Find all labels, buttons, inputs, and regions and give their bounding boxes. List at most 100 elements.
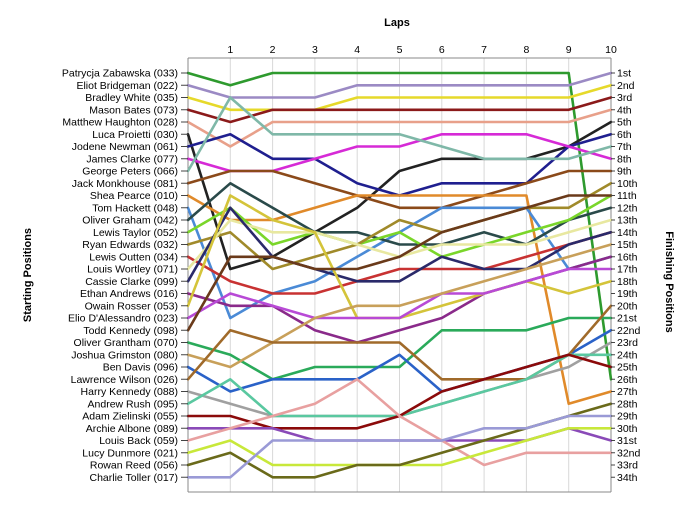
finishing-position-label: 10th — [617, 178, 638, 190]
finishing-position-label: 33rd — [617, 460, 638, 472]
finishing-position-label: 2nd — [617, 80, 635, 92]
finishing-position-label: 14th — [617, 227, 638, 239]
chart-title: Laps — [384, 17, 410, 29]
starting-position-label: Lawrence Wilson (026) — [71, 374, 178, 386]
driver-position-line — [186, 316, 613, 381]
driver-position-line — [186, 414, 613, 479]
finishing-position-label: 3rd — [617, 92, 632, 104]
starting-position-label: Lewis Taylor (052) — [93, 227, 178, 239]
starting-position-label: Oliver Graham (042) — [82, 215, 178, 227]
finishing-position-label: 20th — [617, 300, 638, 312]
driver-position-line — [186, 84, 613, 112]
starting-position-label: Patrycja Zabawska (033) — [62, 68, 178, 80]
starting-position-label: James Clarke (077) — [86, 153, 178, 165]
lap-tick-label: 4 — [354, 44, 360, 56]
lap-tick-label: 8 — [523, 44, 529, 56]
left-axis-title: Starting Positions — [22, 228, 34, 322]
starting-position-label: George Peters (066) — [82, 166, 178, 178]
finishing-position-label: 31st — [617, 435, 637, 447]
finishing-position-label: 18th — [617, 276, 638, 288]
starting-position-label: Lucy Dunmore (021) — [82, 447, 178, 459]
driver-position-line — [186, 194, 613, 259]
driver-position-line — [186, 231, 613, 295]
starting-position-label: Ethan Andrews (016) — [80, 288, 178, 300]
starting-position-label: Archie Albone (089) — [86, 423, 178, 435]
starting-position-label: Shea Pearce (010) — [90, 190, 178, 202]
finishing-position-label: 25th — [617, 362, 638, 374]
starting-position-label: Jack Monkhouse (081) — [72, 178, 178, 190]
driver-position-line — [186, 194, 613, 332]
lap-tick-label: 10 — [605, 44, 617, 56]
starting-position-label: Matthew Haughton (028) — [62, 117, 178, 129]
finishing-position-label: 30th — [617, 423, 638, 435]
starting-position-label: Mason Bates (073) — [89, 104, 178, 116]
driver-position-line — [186, 267, 613, 320]
finishing-position-label: 22nd — [617, 325, 641, 337]
lap-tick-label: 2 — [270, 44, 276, 56]
starting-position-label: Oliver Grantham (070) — [74, 337, 178, 349]
right-axis-title: Finishing Positions — [663, 231, 675, 332]
starting-position-label: Cassie Clarke (099) — [85, 276, 178, 288]
finishing-position-label: 1st — [617, 68, 631, 80]
driver-position-line — [186, 71, 613, 99]
starting-position-label: Jodene Newman (061) — [72, 141, 178, 153]
starting-position-label: Harry Kennedy (088) — [81, 386, 178, 398]
finishing-position-label: 15th — [617, 239, 638, 251]
starting-position-label: Adam Zielinski (055) — [82, 411, 178, 423]
starting-position-label: Joshua Grimston (080) — [71, 349, 178, 361]
starting-position-label: Ryan Edwards (032) — [82, 239, 178, 251]
series-lines — [186, 71, 613, 479]
finishing-position-label: 7th — [617, 141, 632, 153]
starting-position-label: Eliot Bridgeman (022) — [76, 80, 178, 92]
finishing-position-label: 19th — [617, 288, 638, 300]
finishing-position-label: 17th — [617, 264, 638, 276]
starting-position-label: Louis Wortley (071) — [87, 264, 178, 276]
finishing-position-label: 11th — [617, 190, 637, 202]
driver-position-line — [186, 96, 613, 173]
lap-tick-label: 9 — [566, 44, 572, 56]
finishing-position-label: 29th — [617, 411, 638, 423]
starting-position-label: Bradley White (035) — [85, 92, 178, 104]
finishing-position-label: 24th — [617, 349, 638, 361]
lap-tick-label: 5 — [397, 44, 403, 56]
driver-position-line — [186, 182, 613, 246]
driver-position-line — [186, 71, 613, 381]
finishing-position-label: 12th — [617, 202, 638, 214]
finishing-position-label: 26th — [617, 374, 638, 386]
starting-position-label: Owain Rosser (053) — [85, 300, 178, 312]
finishing-position-label: 27th — [617, 386, 638, 398]
starting-position-label: Luca Proietti (030) — [92, 129, 178, 141]
finishing-position-label: 9th — [617, 166, 632, 178]
finishing-position-label: 34th — [617, 472, 638, 484]
finishing-position-label: 13th — [617, 215, 638, 227]
lap-tick-label: 3 — [312, 44, 318, 56]
starting-position-label: Lewis Outten (034) — [89, 251, 178, 263]
starting-position-label: Elio D'Alessandro (023) — [68, 313, 178, 325]
driver-position-line — [186, 169, 613, 210]
finishing-position-label: 16th — [617, 251, 638, 263]
driver-position-line — [186, 96, 613, 124]
lap-tick-label: 7 — [481, 44, 487, 56]
finishing-position-label: 28th — [617, 398, 638, 410]
starting-position-label: Louis Back (059) — [99, 435, 178, 447]
driver-position-line — [186, 108, 613, 148]
finishing-position-label: 8th — [617, 153, 632, 165]
driver-position-line — [186, 243, 613, 369]
driver-position-line — [186, 206, 613, 283]
starting-position-label: Tom Hackett (048) — [92, 202, 178, 214]
starting-position-label: Ben Davis (096) — [103, 362, 178, 374]
starting-position-label: Rowan Reed (056) — [90, 460, 178, 472]
finishing-position-label: 23rd — [617, 337, 638, 349]
lap-tick-label: 6 — [439, 44, 445, 56]
driver-position-line — [186, 120, 613, 271]
lap-tick-label: 1 — [227, 44, 233, 56]
finishing-position-label: 4th — [617, 104, 632, 116]
finishing-positions-labels: 1st2nd3rd4th5th6th7th8th9th10th11th12th1… — [611, 68, 641, 484]
finishing-position-label: 6th — [617, 129, 632, 141]
lap-tick-labels: 1 2 3 4 5 6 7 8 9 10 — [227, 44, 617, 56]
finishing-position-label: 32nd — [617, 447, 641, 459]
driver-position-line — [186, 377, 613, 467]
starting-position-label: Todd Kennedy (098) — [83, 325, 178, 337]
starting-positions-labels: Patrycja Zabawska (033)Eliot Bridgeman (… — [62, 68, 188, 484]
